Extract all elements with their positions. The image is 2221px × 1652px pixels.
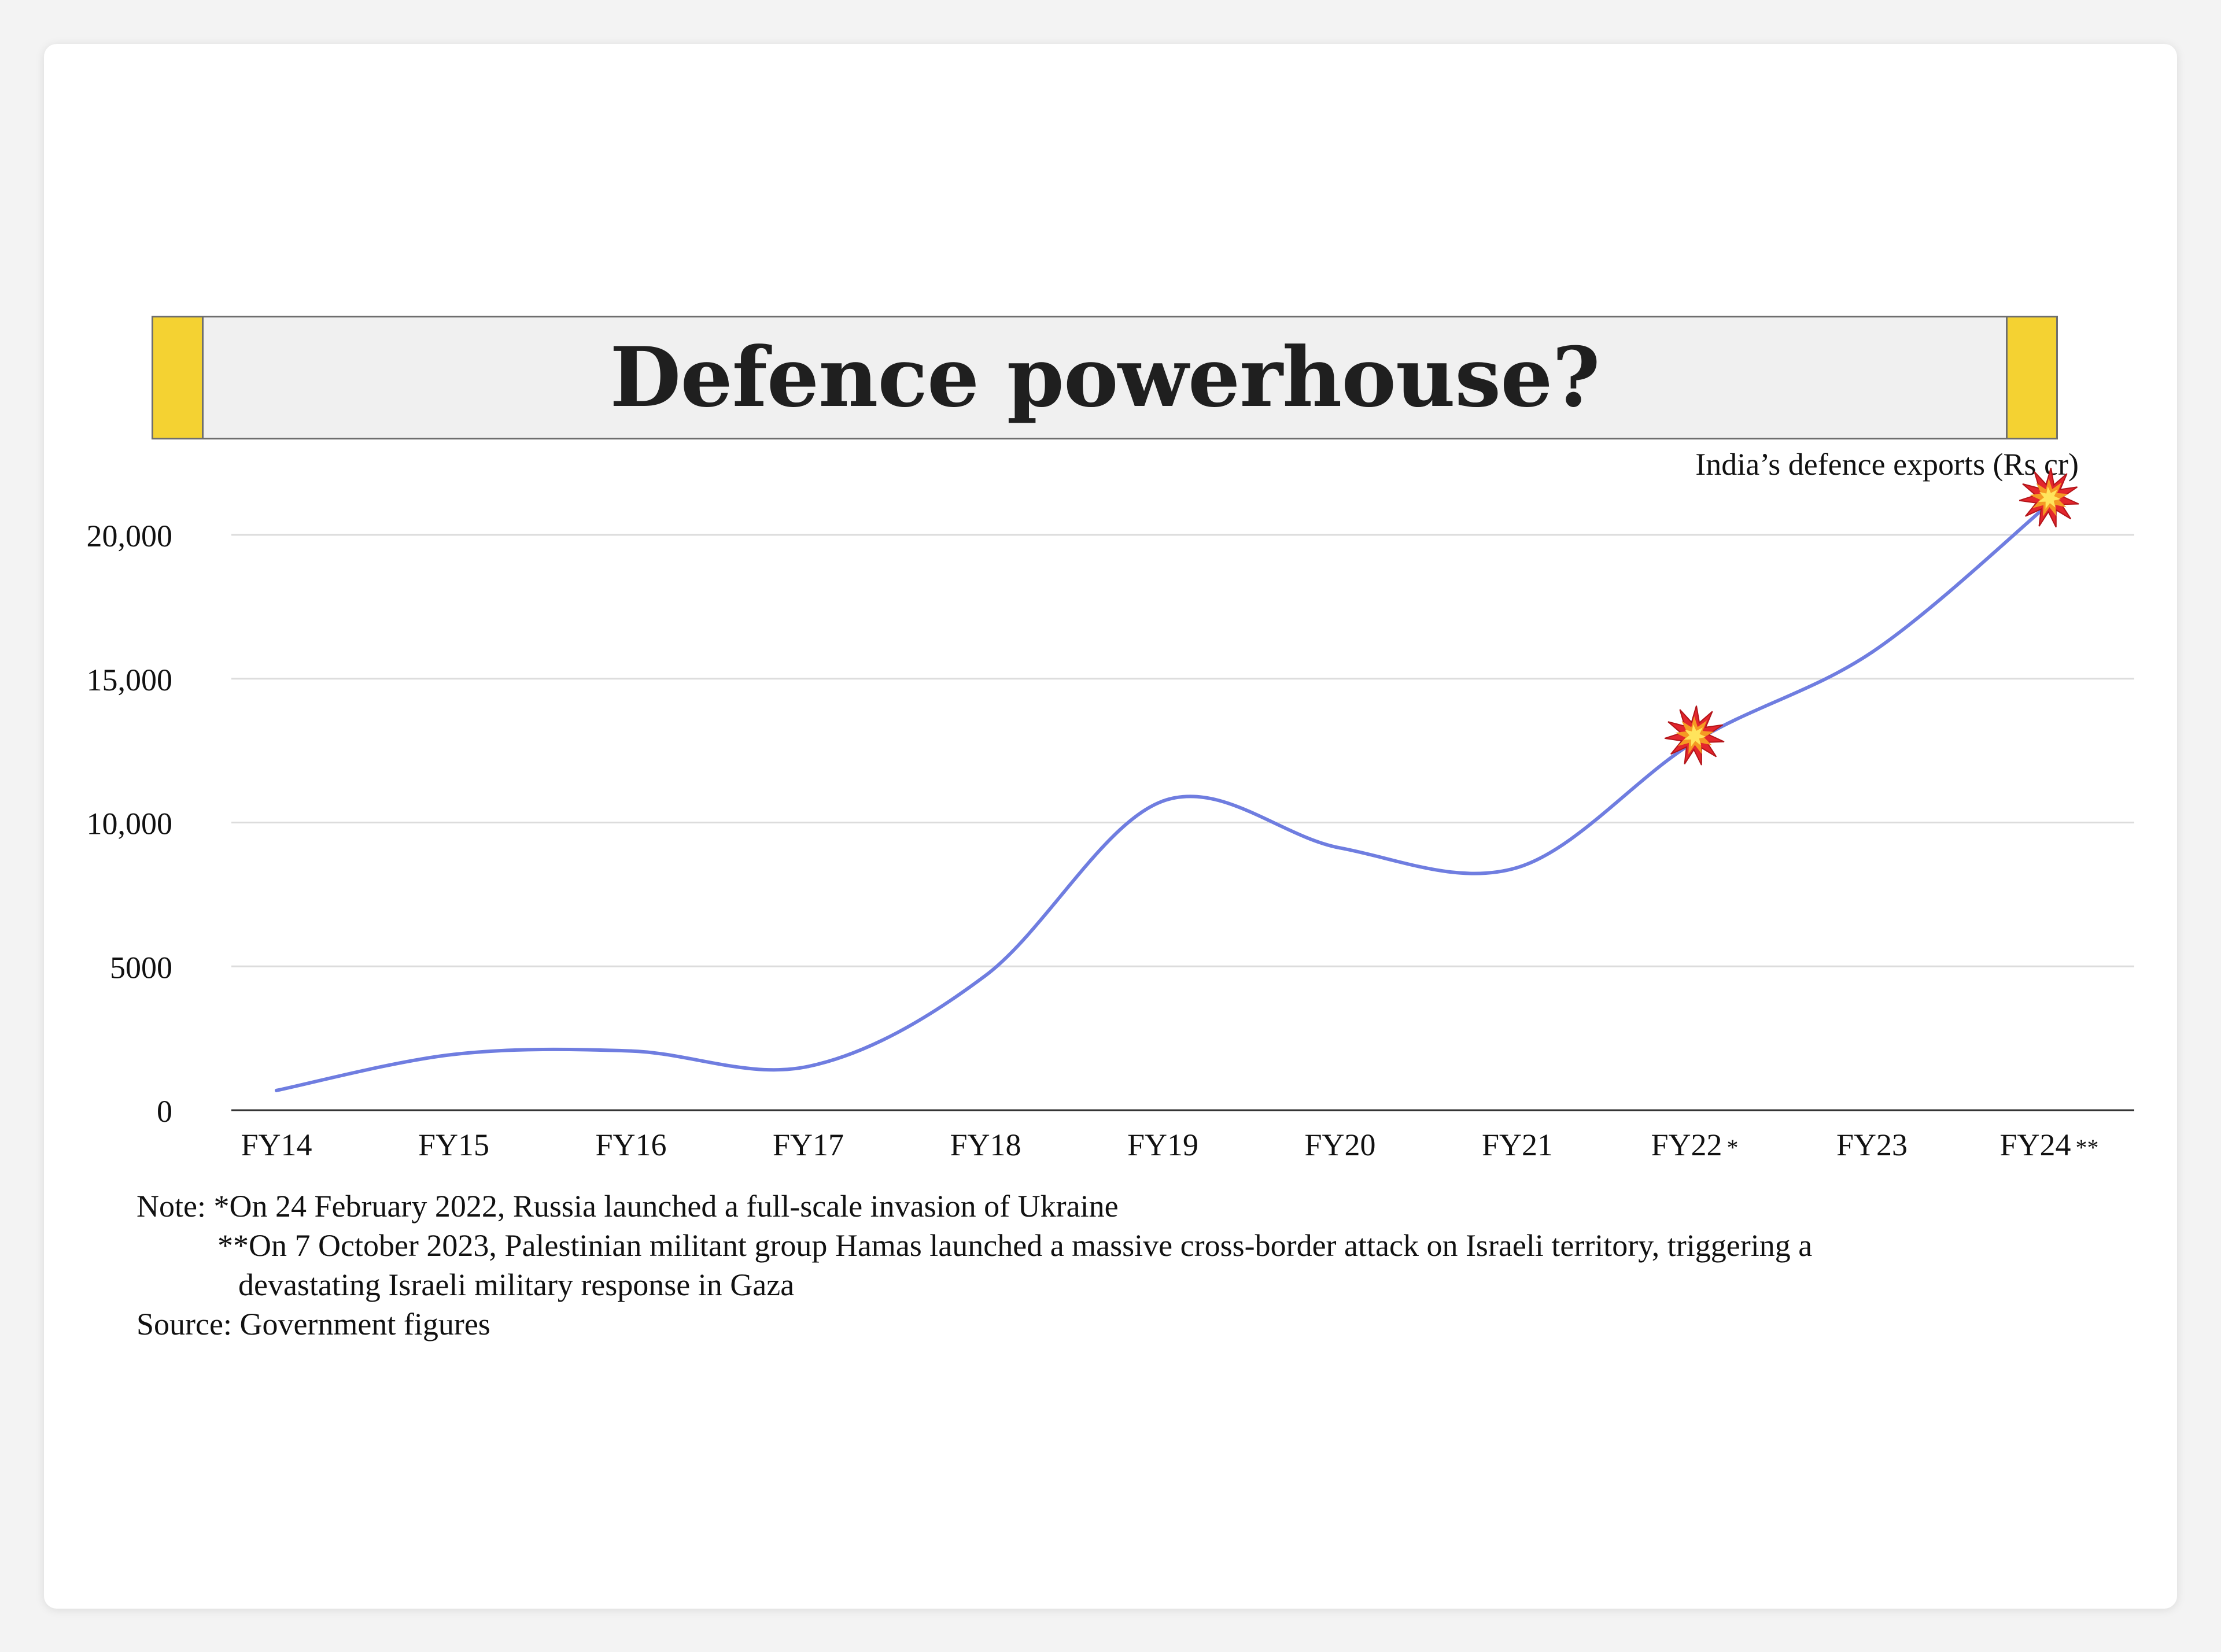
chart-card [44, 44, 2177, 1609]
chart-title: Defence powerhouse? [610, 330, 1600, 426]
data-point-fy14 [275, 1088, 278, 1092]
y-tick-label: 20,000 [87, 519, 173, 553]
note-line-3: devastating Israeli military response in… [238, 1267, 795, 1302]
x-tick-label: FY19 [1127, 1128, 1198, 1162]
x-tick-label: FY24 ** [1999, 1128, 2098, 1162]
note-line-1: Note: *On 24 February 2022, Russia launc… [136, 1189, 1119, 1224]
data-point-fy17 [806, 1065, 810, 1069]
x-tick-label: FY14 [241, 1128, 312, 1162]
data-point-fy19 [1161, 799, 1165, 803]
event-markers [1664, 467, 2079, 766]
title-banner: Defence powerhouse? [152, 316, 2058, 439]
data-point-fy23 [1870, 650, 1874, 654]
series-line-defence-exports [275, 502, 2051, 1092]
title-accent-right [2006, 316, 2058, 439]
y-axis-ticks: 0 5000 10,000 15,000 20,000 [87, 519, 173, 1129]
data-points [275, 502, 2051, 1092]
data-point-fy15 [452, 1052, 456, 1056]
y-tick-label: 0 [157, 1094, 172, 1129]
collision-icon [1664, 705, 1725, 766]
x-tick-label: FY21 [1482, 1128, 1553, 1162]
x-axis-ticks: FY14 FY15 FY16 FY17 FY18 FY19 FY20 FY21 FY22 * FY2… [241, 1128, 2098, 1162]
collision-icon [2019, 467, 2079, 528]
data-point-fy20 [1338, 846, 1342, 850]
note-line-2: **On 7 October 2023, Palestinian militan… [217, 1228, 1813, 1263]
x-tick-label: FY18 [950, 1128, 1021, 1162]
y-tick-label: 5000 [110, 950, 172, 985]
title-accent-left [152, 316, 204, 439]
y-axis-title: India’s defence exports (Rs cr) [1695, 447, 2079, 482]
gridlines [231, 534, 2134, 1111]
x-tick-label: FY23 [1836, 1128, 1908, 1162]
x-tick-label: FY16 [595, 1128, 666, 1162]
source-line: Source: Government figures [136, 1307, 490, 1341]
data-point-fy16 [629, 1049, 633, 1053]
chart-notes: Note: *On 24 February 2022, Russia launc… [136, 1187, 2115, 1344]
x-tick-label: FY15 [418, 1128, 489, 1162]
data-point-fy21 [1515, 866, 1519, 870]
y-tick-label: 10,000 [87, 807, 173, 841]
x-tick-label: FY22 * [1651, 1128, 1738, 1162]
data-point-fy18 [984, 974, 987, 978]
x-tick-label: FY20 [1304, 1128, 1375, 1162]
y-tick-label: 15,000 [87, 663, 173, 697]
x-tick-label: FY17 [773, 1128, 844, 1162]
